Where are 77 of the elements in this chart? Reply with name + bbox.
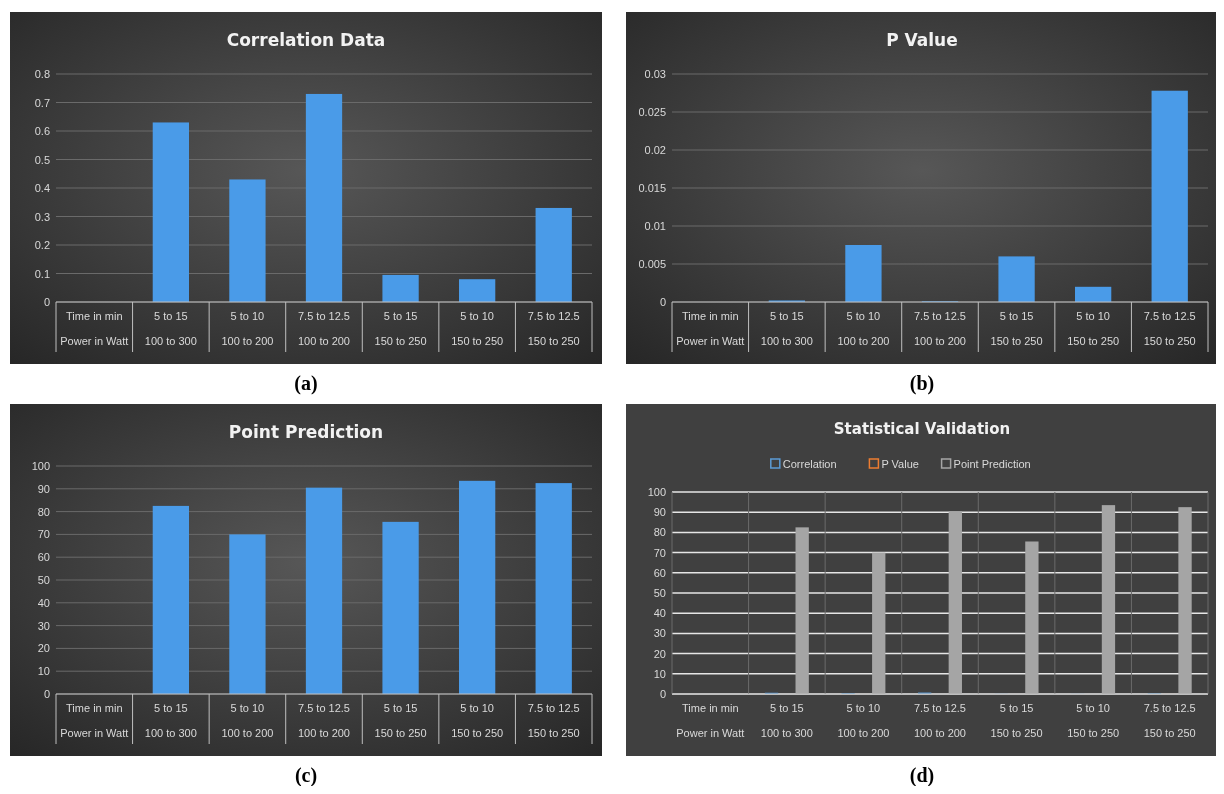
x-tick-label: Time in min Power in Watt <box>60 702 129 739</box>
y-tick-label: 50 <box>653 587 666 599</box>
y-tick-label: 0 <box>659 688 666 700</box>
legend-label: P Value <box>881 458 919 470</box>
y-tick-label: 70 <box>37 528 50 541</box>
y-tick-label: 80 <box>653 526 666 539</box>
y-tick-label: 0.005 <box>638 258 666 270</box>
text: (d) <box>909 764 935 787</box>
x-tick-label: 7.5 to 12.5 150 to 250 <box>527 310 580 347</box>
x-tick-label: 5 to 15 150 to 250 <box>990 310 1043 347</box>
x-tick-label: 5 to 15 100 to 300 <box>144 310 197 347</box>
x-tick-label: 7.5 to 12.5 150 to 250 <box>1143 310 1196 347</box>
y-tick-label: 60 <box>653 566 666 579</box>
y-tick-label: 0.3 <box>34 210 50 223</box>
y-tick-label: 30 <box>37 619 50 632</box>
y-tick-label: 90 <box>653 506 666 519</box>
y-tick-label: 0.1 <box>34 267 50 280</box>
legend-label: Correlation <box>782 458 837 470</box>
x-tick-label: Time in min Power in Watt <box>676 702 745 739</box>
y-tick-label: 0 <box>659 296 666 308</box>
x-tick-label: 7.5 to 12.5 100 to 200 <box>298 702 350 739</box>
x-tick-label: 5 to 15 100 to 300 <box>760 702 813 739</box>
y-tick-label: 0.2 <box>34 239 50 251</box>
y-tick-label: 20 <box>653 647 666 660</box>
x-tick-label: 5 to 10 100 to 200 <box>837 702 890 739</box>
x-tick-label: 5 to 15 150 to 250 <box>990 702 1043 739</box>
y-tick-label: 0.01 <box>644 220 666 232</box>
x-tick-label: 5 to 10 100 to 200 <box>221 702 274 739</box>
legend-label: Point Prediction <box>953 458 1031 470</box>
x-tick-label: 7.5 to 12.5 100 to 200 <box>914 702 966 739</box>
x-tick-label: 5 to 15 150 to 250 <box>374 702 427 739</box>
y-tick-label: 0.02 <box>644 144 666 156</box>
y-tick-label: 0.03 <box>644 68 666 80</box>
x-tick-label: 5 to 10 150 to 250 <box>451 310 504 347</box>
y-tick-label: 100 <box>31 460 50 472</box>
x-tick-label: 5 to 15 100 to 300 <box>760 310 813 347</box>
y-tick-label: 40 <box>37 596 50 609</box>
y-tick-label: 0 <box>43 688 50 700</box>
y-tick-label: 0.4 <box>34 182 50 194</box>
y-tick-label: 80 <box>37 505 50 518</box>
chart-title: P Value <box>886 30 958 50</box>
y-tick-label: 0.8 <box>34 68 50 80</box>
x-tick-label: Time in min Power in Watt <box>676 310 745 347</box>
y-tick-label: 60 <box>37 551 50 564</box>
x-tick-label: 5 to 15 150 to 250 <box>374 310 427 347</box>
x-tick-label: Time in min Power in Watt <box>60 310 129 347</box>
chart-title: Correlation Data <box>226 30 386 50</box>
chart-title: Point Prediction <box>228 422 384 442</box>
chart-title: Statistical Validation <box>833 420 1011 438</box>
x-tick-label: 7.5 to 12.5 150 to 250 <box>527 702 580 739</box>
text: (b) <box>909 372 935 395</box>
x-tick-label: 7.5 to 12.5 100 to 200 <box>298 310 350 347</box>
y-tick-label: 0.015 <box>638 182 666 194</box>
y-tick-label: 70 <box>653 546 666 559</box>
y-tick-label: 0.7 <box>34 96 50 109</box>
y-tick-label: 50 <box>37 574 50 586</box>
x-tick-label: 5 to 10 100 to 200 <box>837 310 890 347</box>
y-tick-label: 30 <box>653 627 666 640</box>
y-tick-label: 90 <box>37 482 50 495</box>
y-tick-label: 10 <box>37 665 50 678</box>
x-tick-label: 5 to 10 150 to 250 <box>451 702 504 739</box>
y-tick-label: 20 <box>37 642 50 655</box>
y-tick-label: 0.6 <box>34 125 50 137</box>
y-tick-label: 0.5 <box>34 153 50 166</box>
y-tick-label: 0.025 <box>638 106 666 118</box>
x-tick-label: 5 to 10 150 to 250 <box>1067 310 1120 347</box>
text: (c) <box>294 764 318 787</box>
y-tick-label: 40 <box>653 607 666 620</box>
y-tick-label: 100 <box>647 486 666 498</box>
x-tick-label: 5 to 15 100 to 300 <box>144 702 197 739</box>
text: (a) <box>294 372 318 395</box>
y-tick-label: 0 <box>43 296 50 308</box>
x-tick-label: 7.5 to 12.5 100 to 200 <box>914 310 966 347</box>
x-tick-label: 7.5 to 12.5 150 to 250 <box>1143 702 1196 739</box>
x-tick-label: 5 to 10 150 to 250 <box>1067 702 1120 739</box>
x-tick-label: 5 to 10 100 to 200 <box>221 310 274 347</box>
y-tick-label: 10 <box>653 667 666 680</box>
